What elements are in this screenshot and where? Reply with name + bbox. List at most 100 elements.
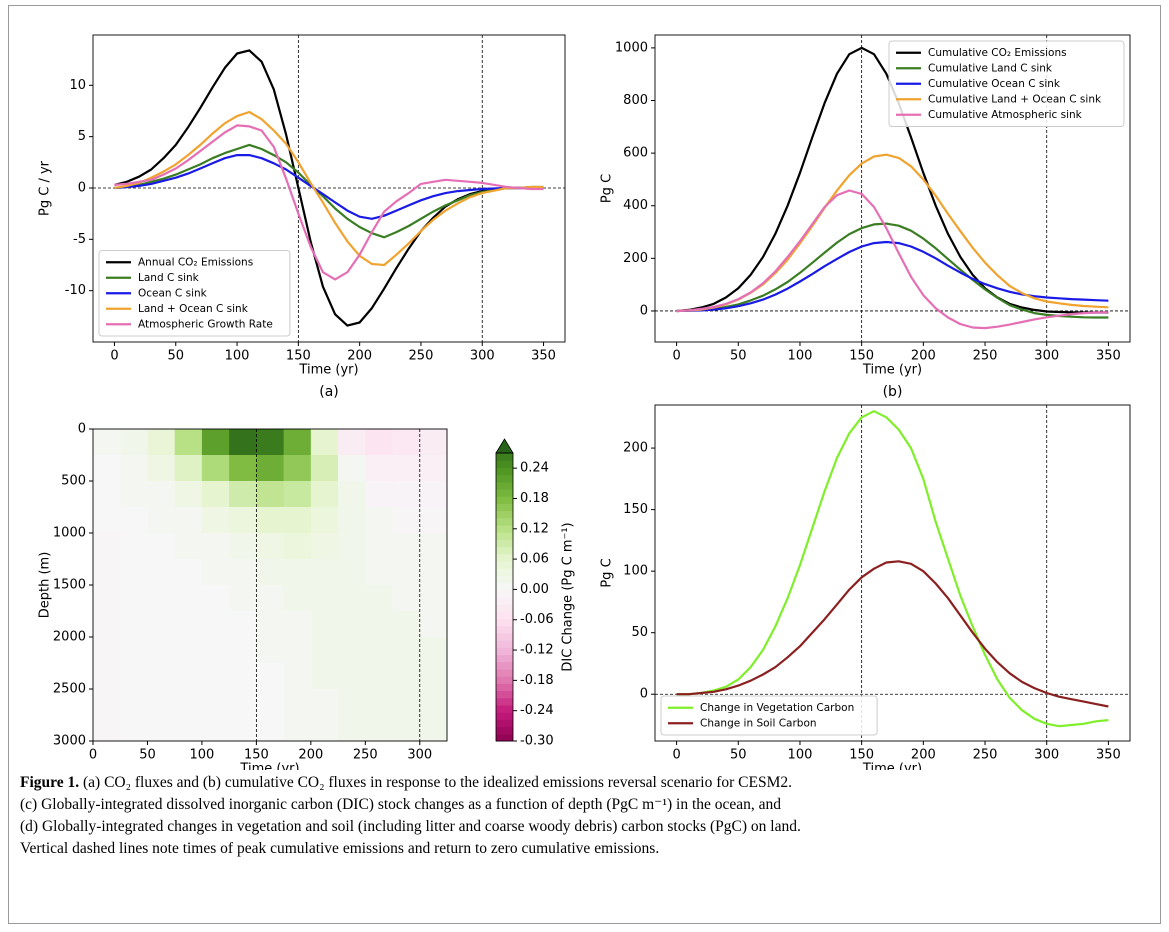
- heat-cell: [365, 429, 394, 456]
- heat-cell: [283, 481, 312, 508]
- colorbar-label: DIC Change (Pg C m⁻¹): [561, 522, 576, 671]
- colorbar-swatch: [496, 611, 513, 620]
- colorbar-swatch: [496, 697, 513, 706]
- heat-cell: [120, 663, 148, 690]
- heat-cell: [419, 559, 448, 586]
- heat-cell: [283, 585, 312, 612]
- heat-cell: [283, 429, 312, 456]
- x-tick-label: 100: [190, 748, 215, 763]
- heat-cell: [310, 429, 339, 456]
- x-tick-label: 50: [730, 349, 747, 364]
- colorbar-tick-label: 0.00: [520, 582, 549, 597]
- colorbar-tick-label: 0.06: [520, 552, 549, 567]
- colorbar-extend: [495, 438, 514, 454]
- x-tick-label: 250: [973, 748, 998, 763]
- legend-box: [888, 40, 1125, 127]
- y-tick-label: 5: [78, 129, 86, 144]
- heat-cell: [365, 637, 394, 664]
- colorbar-frame: [495, 452, 514, 742]
- heat-cell: [392, 715, 421, 742]
- series-line: [676, 153, 1109, 313]
- heat-cell: [120, 507, 148, 534]
- x-tick-label: 0: [672, 349, 680, 364]
- heat-cell: [365, 481, 394, 508]
- x-tick-label: 200: [911, 748, 936, 763]
- legend-label: Cumulative Ocean C sink: [928, 78, 1061, 90]
- series-line: [114, 154, 544, 220]
- heat-cell: [120, 715, 148, 742]
- caption-line: (c) Globally-integrated dissolved inorga…: [20, 796, 782, 813]
- colorbar-swatch: [496, 589, 513, 598]
- heat-cell: [256, 429, 285, 456]
- heat-cell: [392, 429, 421, 456]
- x-tick-label: 100: [788, 349, 813, 364]
- heat-cell: [174, 663, 203, 690]
- colorbar-swatch: [496, 517, 513, 526]
- heat-cell: [338, 663, 366, 690]
- y-tick-label: -5: [73, 232, 86, 247]
- heat-cell: [174, 585, 203, 612]
- heat-cell: [283, 611, 312, 638]
- heat-cell: [310, 559, 339, 586]
- panel-label: (a): [319, 384, 339, 400]
- colorbar-tick-label: 0.12: [520, 521, 549, 536]
- heat-cell: [365, 507, 394, 534]
- heat-cell: [256, 689, 285, 716]
- heat-cell: [201, 455, 230, 482]
- x-tick-label: 0: [110, 349, 118, 364]
- heat-cell: [120, 455, 148, 482]
- heat-cell: [256, 507, 285, 534]
- y-tick-label: 0: [640, 303, 648, 318]
- heat-cell: [419, 585, 448, 612]
- heat-cell: [419, 663, 448, 690]
- colorbar-swatch: [496, 453, 513, 461]
- heat-cell: [392, 455, 421, 482]
- y-tick-label: 0: [78, 180, 86, 195]
- heat-cell: [201, 663, 230, 690]
- heat-cell: [229, 481, 257, 508]
- y-tick-label: 200: [623, 441, 648, 456]
- panel: 0.24 0.18 0.12 0.06 0.00 -0.06 -0.12 -0.18 -0.24…: [38, 422, 576, 771]
- heat-cell: [120, 611, 148, 638]
- heat-cell: [256, 715, 285, 742]
- colorbar-swatch: [496, 496, 513, 504]
- heat-cell: [147, 585, 176, 612]
- heat-cell: [338, 507, 366, 534]
- x-tick-label: 150: [849, 349, 874, 364]
- heat-cell: [229, 533, 257, 560]
- x-tick-label: 250: [353, 748, 378, 763]
- heat-cell: [310, 455, 339, 482]
- plot-frame: [654, 404, 1131, 742]
- x-tick-label: 300: [470, 349, 495, 364]
- heat-cell: [310, 689, 339, 716]
- heat-cell: [147, 455, 176, 482]
- heat-cell: [147, 637, 176, 664]
- colorbar-swatch: [496, 582, 513, 591]
- colorbar-tick-label: -0.24: [520, 703, 554, 718]
- x-tick-label: 50: [167, 349, 184, 364]
- colorbar-swatch: [496, 510, 513, 519]
- heat-cell: [365, 689, 394, 716]
- y-tick-label: 150: [623, 502, 648, 517]
- heat-cell: [310, 611, 339, 638]
- heat-cell: [93, 611, 121, 638]
- colorbar-swatch: [496, 553, 513, 562]
- colorbar-swatch: [496, 481, 513, 490]
- legend-box: [660, 695, 878, 736]
- heat-cell: [392, 533, 421, 560]
- figure-border: [8, 5, 1161, 924]
- colorbar-swatch: [496, 532, 513, 540]
- heat-cell: [310, 715, 339, 742]
- heat-cell: [147, 611, 176, 638]
- y-tick-label: 1000: [53, 526, 86, 541]
- legend-box: [98, 250, 291, 337]
- heat-cell: [201, 689, 230, 716]
- heat-cell: [310, 533, 339, 560]
- plot-frame: [654, 34, 1131, 343]
- heat-cell: [256, 663, 285, 690]
- heat-cell: [93, 637, 121, 664]
- heat-cell: [283, 637, 312, 664]
- heat-cell: [174, 481, 203, 508]
- colorbar-swatch: [496, 676, 513, 684]
- series-line: [114, 124, 544, 281]
